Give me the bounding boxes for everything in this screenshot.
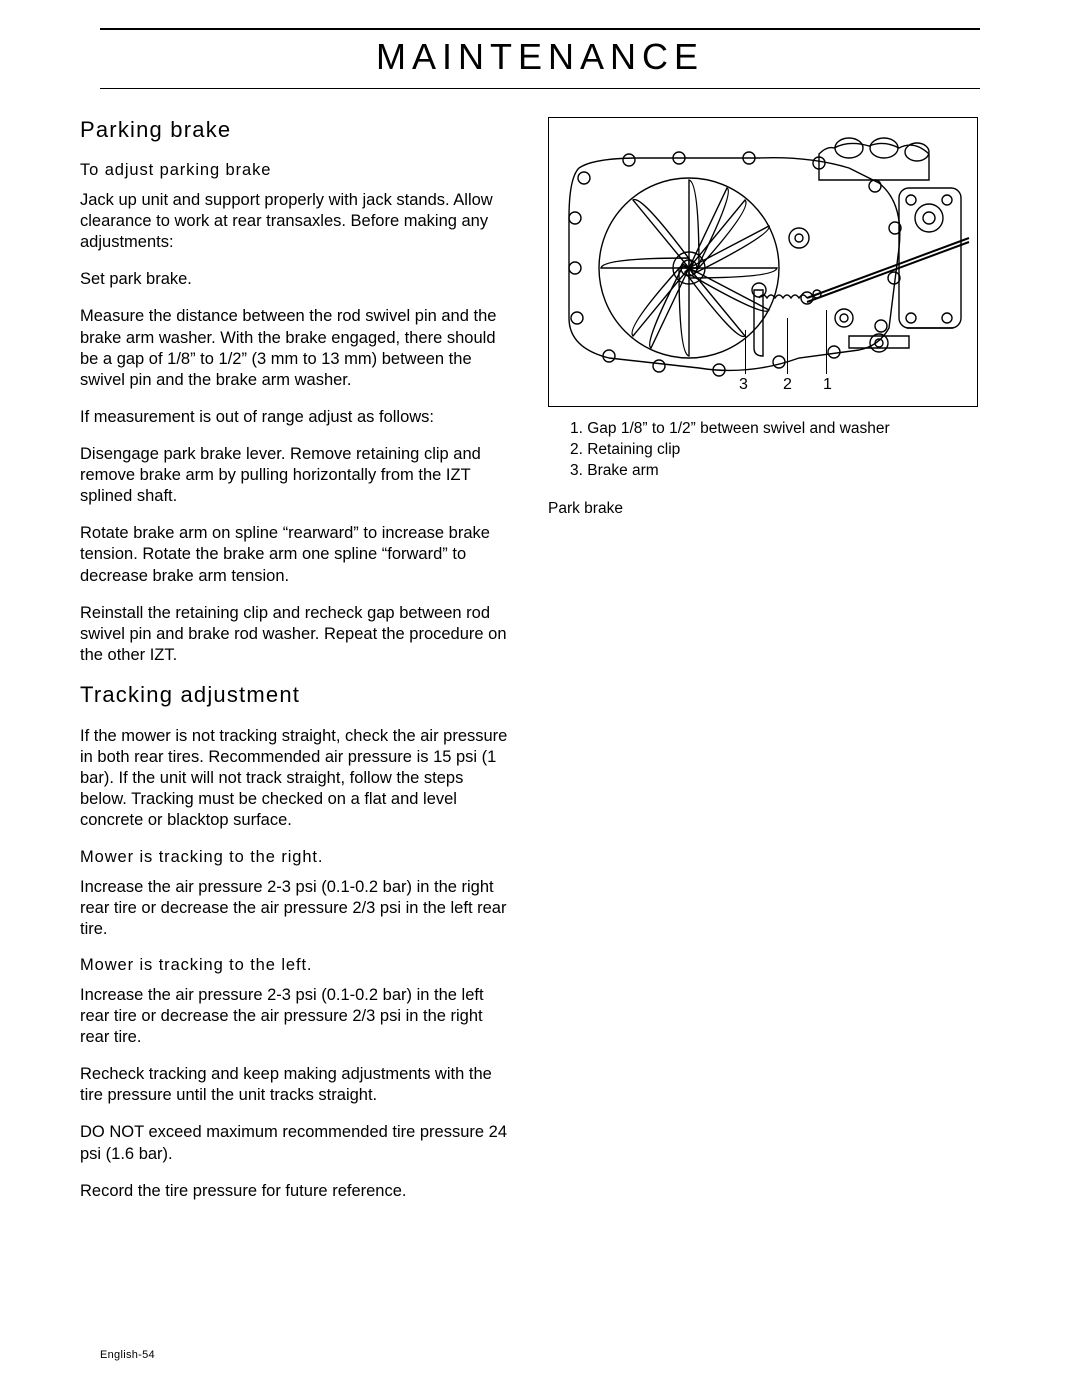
paragraph: Reinstall the retaining clip and recheck… <box>80 603 510 666</box>
callout-2: 2 <box>783 376 792 394</box>
paragraph: Measure the distance between the rod swi… <box>80 306 510 390</box>
heading-parking-brake: Parking brake <box>80 117 510 143</box>
left-column: Parking brake To adjust parking brake Ja… <box>80 117 510 1218</box>
paragraph: Increase the air pressure 2-3 psi (0.1-0… <box>80 877 510 940</box>
subheading-tracking-left: Mower is tracking to the left. <box>80 956 510 975</box>
transaxle-diagram-icon <box>549 118 978 407</box>
rule-under-title <box>100 88 980 89</box>
legend-item: 1. Gap 1/8” to 1/2” between swivel and w… <box>570 419 978 440</box>
subheading-to-adjust: To adjust parking brake <box>80 161 510 180</box>
callout-1-line <box>826 310 827 374</box>
paragraph: Rotate brake arm on spline “rearward” to… <box>80 523 510 586</box>
content-columns: Parking brake To adjust parking brake Ja… <box>80 117 1000 1218</box>
paragraph: If measurement is out of range adjust as… <box>80 407 510 428</box>
paragraph: Set park brake. <box>80 269 510 290</box>
page-footer: English-54 <box>100 1349 155 1361</box>
right-column: 1 2 3 1. Gap 1/8” to 1/2” between swivel… <box>548 117 978 1218</box>
figure-park-brake: 1 2 3 <box>548 117 978 407</box>
page-number: English-54 <box>100 1349 155 1361</box>
callout-3-line <box>745 330 746 374</box>
subheading-tracking-right: Mower is tracking to the right. <box>80 848 510 867</box>
paragraph: Disengage park brake lever. Remove retai… <box>80 444 510 507</box>
rule-top <box>100 28 980 30</box>
paragraph: DO NOT exceed maximum recommended tire p… <box>80 1122 510 1164</box>
heading-tracking-adjustment: Tracking adjustment <box>80 682 510 708</box>
callout-3: 3 <box>739 376 748 394</box>
paragraph: Recheck tracking and keep making adjustm… <box>80 1064 510 1106</box>
callout-2-line <box>787 318 788 374</box>
legend-item: 2. Retaining clip <box>570 440 978 461</box>
page-title: MAINTENANCE <box>80 36 1000 78</box>
figure-label: Park brake <box>548 500 978 518</box>
figure-legend: 1. Gap 1/8” to 1/2” between swivel and w… <box>570 419 978 482</box>
paragraph: If the mower is not tracking straight, c… <box>80 726 510 832</box>
paragraph: Record the tire pressure for future refe… <box>80 1181 510 1202</box>
callout-1: 1 <box>823 376 832 394</box>
page: MAINTENANCE Parking brake To adjust park… <box>0 0 1080 1397</box>
legend-item: 3. Brake arm <box>570 461 978 482</box>
paragraph: Increase the air pressure 2-3 psi (0.1-0… <box>80 985 510 1048</box>
paragraph: Jack up unit and support properly with j… <box>80 190 510 253</box>
